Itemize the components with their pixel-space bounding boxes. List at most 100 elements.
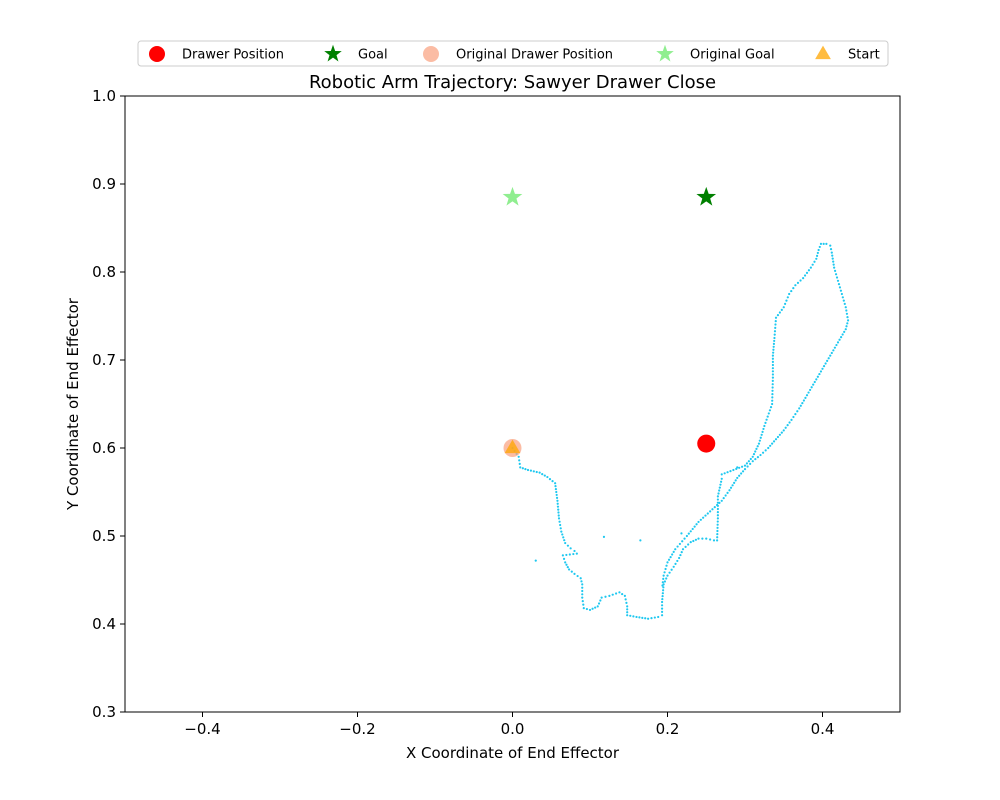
trajectory-point <box>771 442 774 445</box>
trajectory-point <box>716 529 719 533</box>
trajectory-point <box>833 269 837 272</box>
trajectory-point <box>555 496 559 499</box>
trajectory-point <box>716 523 719 526</box>
trajectory-point <box>644 617 647 620</box>
trajectory-point <box>657 615 660 619</box>
trajectory-point <box>563 539 566 542</box>
trajectory-point <box>760 433 763 436</box>
trajectory-point <box>555 490 558 494</box>
trajectory-point <box>771 379 774 382</box>
trajectory-point <box>608 594 611 597</box>
trajectory-point <box>554 482 557 485</box>
trajectory-point <box>685 534 688 538</box>
trajectory-point <box>562 557 566 560</box>
trajectory-point <box>720 480 723 483</box>
trajectory-point <box>829 244 832 247</box>
trajectory-point <box>699 518 702 521</box>
trajectory-point <box>778 433 781 436</box>
legend-label: Original Goal <box>690 48 775 63</box>
trajectory-point <box>822 242 825 245</box>
trajectory-point <box>660 610 664 614</box>
trajectory-point <box>564 561 567 564</box>
trajectory-point <box>840 292 843 296</box>
trajectory-point <box>809 266 812 269</box>
trajectory-point <box>773 333 776 336</box>
trajectory-point <box>749 462 752 465</box>
trajectory-point <box>665 564 668 567</box>
x-tick-label: 0.4 <box>811 720 835 738</box>
trajectory-point <box>624 598 627 601</box>
trajectory-point <box>798 407 801 410</box>
trajectory-point <box>764 449 767 452</box>
trajectory-point <box>626 614 629 617</box>
y-tick-label: 1.0 <box>92 87 116 105</box>
legend-label: Original Drawer Position <box>456 48 613 63</box>
trajectory-point <box>580 580 583 583</box>
trajectory-point <box>845 312 849 315</box>
trajectory-point <box>767 446 770 450</box>
legend-item: Original Goal <box>656 44 775 63</box>
trajectory-point <box>747 460 750 463</box>
trajectory-point <box>771 354 775 357</box>
legend-item: Drawer Position <box>149 46 284 63</box>
trajectory-point <box>732 468 735 472</box>
trajectory-point <box>674 562 677 565</box>
trajectory-point <box>518 462 521 465</box>
trajectory-point <box>790 289 793 293</box>
trajectory-point <box>680 532 683 535</box>
trajectory-point <box>660 607 664 610</box>
legend: Drawer Position Goal Original Drawer Posit… <box>137 40 889 67</box>
trajectory-point <box>846 322 849 325</box>
trajectory-point <box>774 323 777 326</box>
trajectory-point <box>660 614 664 617</box>
trajectory-point <box>702 516 705 519</box>
trajectory-point <box>759 453 762 457</box>
trajectory-point <box>556 505 560 508</box>
trajectory-point <box>772 351 775 354</box>
trajectory-point <box>623 594 626 597</box>
trajectory-point <box>561 533 564 536</box>
trajectory-point <box>778 311 781 314</box>
trajectory-point <box>773 330 777 333</box>
trajectory-point <box>805 394 809 397</box>
trajectory-point <box>771 370 775 373</box>
trajectory-point <box>557 511 560 514</box>
trajectory-point <box>771 360 775 363</box>
trajectory-point <box>822 365 826 368</box>
trajectory-point <box>772 345 775 348</box>
trajectory-point <box>771 396 774 399</box>
trajectory-point <box>567 568 571 571</box>
trajectory-point <box>626 611 629 614</box>
trajectory-point <box>582 603 585 606</box>
trajectory-point <box>581 596 584 599</box>
trajectory-point <box>838 286 842 289</box>
trajectory-point <box>660 600 664 604</box>
trajectory-point <box>581 593 584 596</box>
trajectory-point <box>669 556 672 559</box>
trajectory-point <box>738 466 741 469</box>
trajectory-point <box>811 263 814 266</box>
trajectory-point <box>679 553 682 557</box>
trajectory-point <box>728 489 731 492</box>
trajectory-point <box>722 497 725 500</box>
y-tick-label: 0.7 <box>92 351 116 369</box>
trajectory-point <box>736 476 739 480</box>
trajectory-point <box>817 248 820 252</box>
trajectory-point <box>716 511 719 514</box>
trajectory-point <box>831 257 834 260</box>
trajectory-point <box>812 383 815 386</box>
trajectory-point <box>771 399 774 402</box>
trajectory-point <box>833 346 837 349</box>
trajectory-point <box>716 517 719 520</box>
trajectory-point <box>663 571 666 574</box>
drawer-position-legend-icon <box>149 46 165 62</box>
trajectory-point <box>716 498 719 501</box>
trajectory-point <box>757 442 761 445</box>
trajectory-point <box>517 455 520 458</box>
trajectory-point <box>841 333 844 336</box>
trajectory-point <box>774 320 777 323</box>
trajectory-point <box>773 336 776 340</box>
trajectory-point <box>718 501 721 505</box>
trajectory-point <box>681 548 685 551</box>
trajectory-point <box>716 503 719 507</box>
